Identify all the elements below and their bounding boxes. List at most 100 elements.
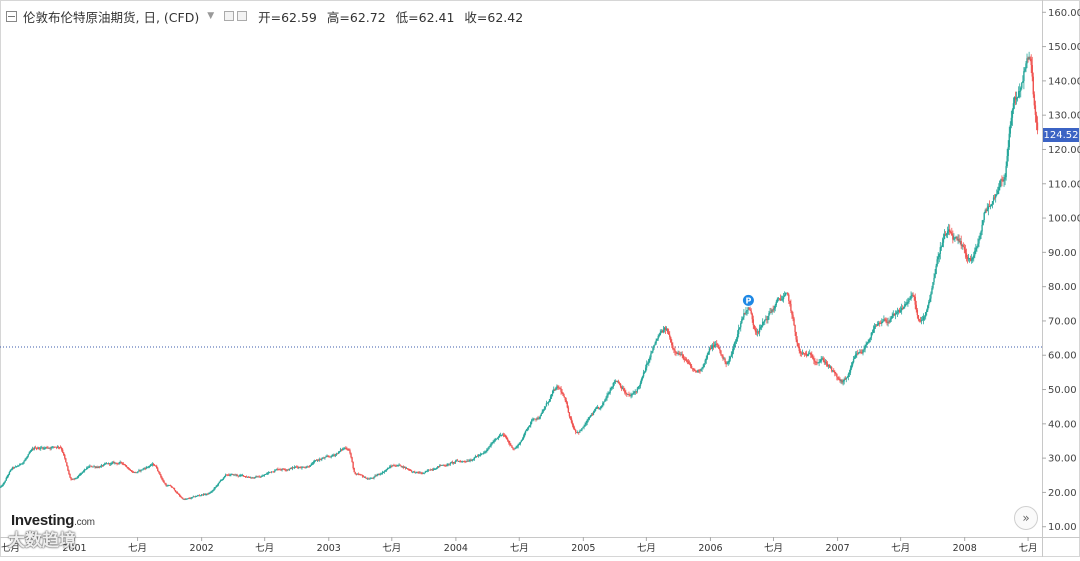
scroll-to-latest-button[interactable]: » <box>1014 506 1038 530</box>
candle <box>583 424 585 430</box>
x-tick-label: 七月 <box>1 543 20 554</box>
candle <box>664 325 667 334</box>
candle <box>68 469 70 475</box>
symbol-title[interactable]: 伦敦布伦特原油期货, 日, (CFD) <box>23 9 200 25</box>
y-tick-label: 50.00 <box>1048 385 1077 396</box>
settings-icon[interactable] <box>224 11 235 21</box>
candle <box>504 434 507 439</box>
candle <box>319 457 321 462</box>
candle <box>497 435 500 441</box>
y-tick-label: 20.00 <box>1048 488 1077 499</box>
chevron-down-icon[interactable]: ▼ <box>207 11 215 21</box>
candle <box>425 470 427 473</box>
candle <box>946 226 949 239</box>
candle <box>290 467 293 470</box>
candle <box>337 451 340 454</box>
candle <box>441 465 443 466</box>
candle <box>372 477 374 479</box>
candle <box>523 432 526 438</box>
candle <box>357 472 360 476</box>
candle <box>745 306 747 316</box>
candle <box>67 465 69 472</box>
candle <box>245 475 248 478</box>
y-tick-label: 100.00 <box>1048 214 1080 225</box>
candle <box>892 310 894 318</box>
candle <box>674 346 676 356</box>
candle <box>32 447 35 451</box>
candle <box>493 438 495 444</box>
candle <box>899 306 902 314</box>
candle <box>789 300 791 307</box>
candle <box>143 467 145 470</box>
candle <box>450 461 453 464</box>
candle <box>707 351 710 356</box>
hide-icon[interactable] <box>237 11 248 21</box>
candle <box>774 303 776 312</box>
candle <box>599 407 601 410</box>
candle <box>322 457 324 460</box>
candle <box>534 418 536 420</box>
candle <box>562 392 564 397</box>
candle <box>417 471 419 474</box>
candle <box>791 310 793 319</box>
candle <box>395 464 397 468</box>
candle <box>409 469 412 472</box>
candle <box>742 316 744 321</box>
candle <box>677 350 679 356</box>
candle <box>18 464 20 467</box>
candle <box>579 429 581 433</box>
candle <box>686 359 689 365</box>
candle <box>462 460 464 463</box>
candle <box>589 414 592 418</box>
candle <box>72 478 74 480</box>
candle <box>667 328 670 335</box>
x-tick-label: 2002 <box>190 543 214 554</box>
candle <box>1024 66 1026 73</box>
candle <box>413 470 415 473</box>
candle <box>500 434 503 437</box>
candle <box>281 468 283 472</box>
candle <box>953 233 955 241</box>
candle <box>576 431 578 434</box>
candle <box>819 358 821 363</box>
candle <box>449 462 452 466</box>
candle <box>998 183 1000 195</box>
candle <box>873 323 876 333</box>
candle <box>231 473 233 475</box>
candle <box>140 469 142 473</box>
y-tick-label: 160.00 <box>1048 8 1080 19</box>
candle <box>249 476 251 479</box>
candle <box>666 328 669 334</box>
candle <box>475 455 478 458</box>
candle <box>171 486 174 488</box>
candle <box>222 477 225 481</box>
candle <box>700 368 702 372</box>
candle <box>165 482 167 487</box>
candle <box>148 465 151 469</box>
candle <box>990 203 993 207</box>
candle <box>345 446 347 450</box>
candle <box>760 324 763 331</box>
candle <box>649 355 651 363</box>
candle <box>181 496 183 499</box>
candle <box>657 334 659 341</box>
candle <box>520 439 523 443</box>
candle <box>722 354 724 361</box>
candle <box>57 445 60 450</box>
collapse-icon[interactable] <box>6 10 17 22</box>
candle <box>721 354 723 358</box>
candle <box>119 460 121 465</box>
candle <box>209 491 211 494</box>
candle <box>383 470 386 474</box>
x-tick-label: 2003 <box>317 543 341 554</box>
candle <box>843 377 845 385</box>
candle <box>19 463 21 466</box>
candle <box>64 454 66 460</box>
candle <box>333 453 336 457</box>
candle <box>978 235 980 248</box>
candle <box>582 426 584 429</box>
candle <box>909 296 911 300</box>
candle <box>748 307 750 310</box>
